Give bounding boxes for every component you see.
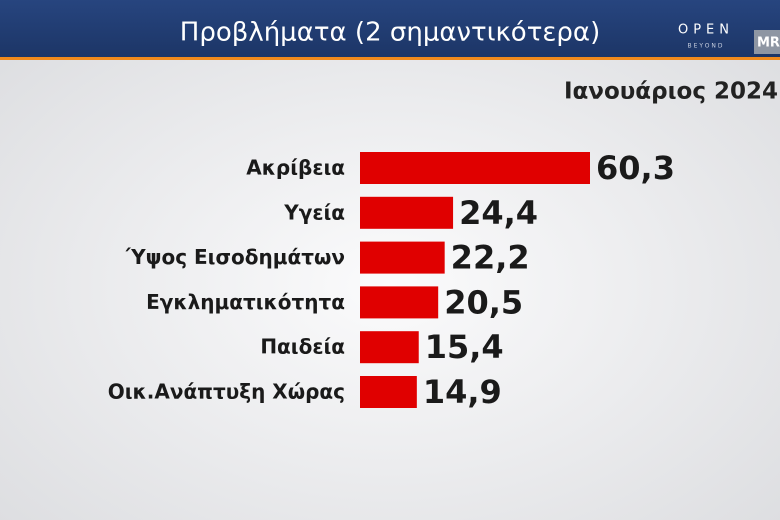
category-label: Ύψος Εισοδημάτων bbox=[125, 245, 345, 269]
chart-subtitle: Ιανουάριος 2024 bbox=[564, 79, 778, 105]
category-label: Υγεία bbox=[283, 200, 345, 224]
pollster-logo: MRB bbox=[757, 36, 780, 51]
bar bbox=[360, 152, 590, 184]
category-label: Παιδεία bbox=[260, 335, 345, 359]
bar bbox=[360, 241, 445, 274]
channel-logo: OPEN bbox=[678, 23, 734, 38]
bar bbox=[360, 376, 417, 408]
value-label: 60,3 bbox=[596, 149, 675, 187]
chart-title: Προβλήματα (2 σημαντικότερα) bbox=[180, 18, 600, 48]
value-label: 14,9 bbox=[423, 373, 502, 411]
category-label: Εγκληματικότητα bbox=[146, 290, 345, 314]
category-label: Οικ.Ανάπτυξη Χώρας bbox=[108, 380, 345, 404]
category-label: Ακρίβεια bbox=[246, 156, 345, 180]
value-label: 15,4 bbox=[425, 328, 504, 366]
channel-tagline: BEYOND bbox=[687, 43, 724, 50]
bar bbox=[360, 196, 454, 229]
bar bbox=[360, 286, 439, 319]
header-stripe bbox=[0, 57, 780, 60]
pollster-logo-box bbox=[754, 30, 780, 54]
value-label: 24,4 bbox=[459, 194, 538, 232]
bar bbox=[360, 331, 419, 364]
header-band bbox=[0, 0, 780, 58]
value-label: 20,5 bbox=[444, 283, 523, 321]
value-label: 22,2 bbox=[451, 239, 530, 277]
